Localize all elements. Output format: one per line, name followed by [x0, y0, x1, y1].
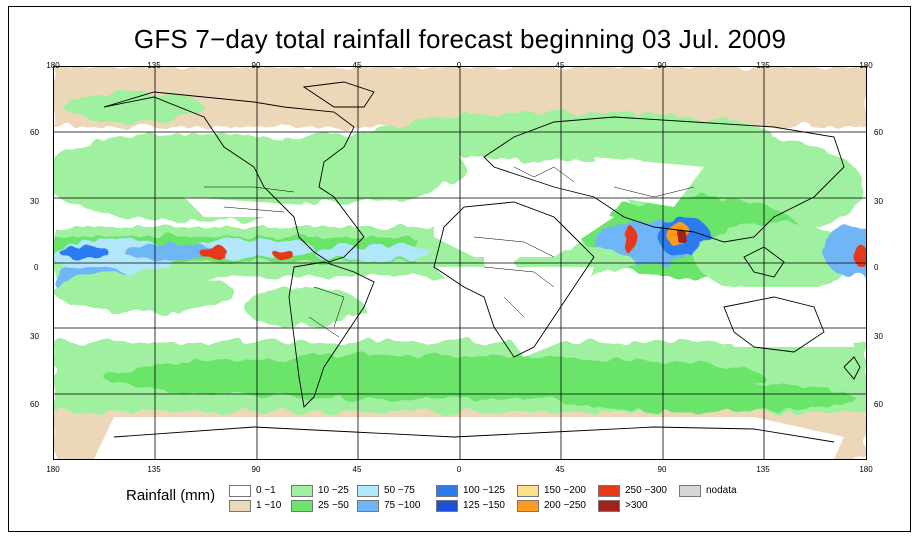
legend-label: 10 −25 — [318, 485, 349, 496]
lon-label-bottom: 180 — [859, 465, 873, 474]
legend-swatch — [291, 500, 313, 512]
lat-label-left: 60 — [30, 400, 39, 409]
lon-label-top: 45 — [555, 61, 565, 70]
lon-label-bottom: 90 — [657, 465, 667, 474]
lat-label-right: 30 — [874, 197, 883, 206]
map-title: GFS 7−day total rainfall forecast beginn… — [133, 24, 787, 54]
legend-label: 250 −300 — [625, 485, 667, 496]
lat-label-left: 30 — [30, 332, 39, 341]
legend-swatch — [229, 485, 251, 497]
legend-label: 1 −10 — [256, 500, 282, 511]
lat-label-right: 60 — [874, 400, 883, 409]
legend-swatch — [436, 485, 458, 497]
lat-label-left: 0 — [34, 263, 39, 272]
lon-label-bottom: 0 — [456, 465, 462, 474]
lon-label-bottom: 90 — [251, 465, 261, 474]
legend-swatch — [517, 500, 539, 512]
lon-label-top: 180 — [46, 61, 60, 70]
lat-label-left: 60 — [30, 128, 39, 137]
legend-swatch — [598, 485, 620, 497]
legend-swatch — [598, 500, 620, 512]
lon-label-top: 90 — [251, 61, 261, 70]
lon-label-bottom: 45 — [555, 465, 565, 474]
lon-label-top: 90 — [657, 61, 667, 70]
legend-swatch — [229, 500, 251, 512]
legend-swatch — [436, 500, 458, 512]
legend-label: 50 −75 — [384, 485, 415, 496]
lon-label-bottom: 45 — [352, 465, 362, 474]
legend-label: 150 −200 — [544, 485, 586, 496]
legend-label: 25 −50 — [318, 500, 349, 511]
lon-label-top: 180 — [859, 61, 873, 70]
legend-title: Rainfall (mm) — [126, 487, 216, 504]
legend-swatch — [357, 485, 379, 497]
lon-label-top: 135 — [756, 61, 770, 70]
lat-label-right: 30 — [874, 332, 883, 341]
lon-label-bottom: 135 — [147, 465, 161, 474]
rainfall-map-canvas — [54, 67, 866, 459]
legend-label: 75 −100 — [384, 500, 421, 511]
legend-swatch — [357, 500, 379, 512]
legend-label: nodata — [706, 485, 737, 496]
coastlines — [103, 81, 861, 443]
lon-label-top: 135 — [147, 61, 161, 70]
legend-label: 0 −1 — [256, 485, 276, 496]
country-borders — [204, 166, 695, 338]
legend-label: 100 −125 — [463, 485, 505, 496]
lat-label-right: 0 — [874, 263, 879, 272]
legend-swatch — [679, 485, 701, 497]
rainfall-map — [53, 66, 867, 460]
lon-label-bottom: 135 — [756, 465, 770, 474]
legend-label: 200 −250 — [544, 500, 586, 511]
lat-label-left: 30 — [30, 197, 39, 206]
lon-label-top: 45 — [352, 61, 362, 70]
lon-label-top: 0 — [456, 61, 462, 70]
lon-label-bottom: 180 — [46, 465, 60, 474]
figure-frame — [8, 6, 911, 532]
lat-label-right: 60 — [874, 128, 883, 137]
legend-swatch — [291, 485, 313, 497]
legend-label: 125 −150 — [463, 500, 505, 511]
legend-label: >300 — [625, 500, 648, 511]
legend-swatch — [517, 485, 539, 497]
graticule — [54, 67, 866, 459]
